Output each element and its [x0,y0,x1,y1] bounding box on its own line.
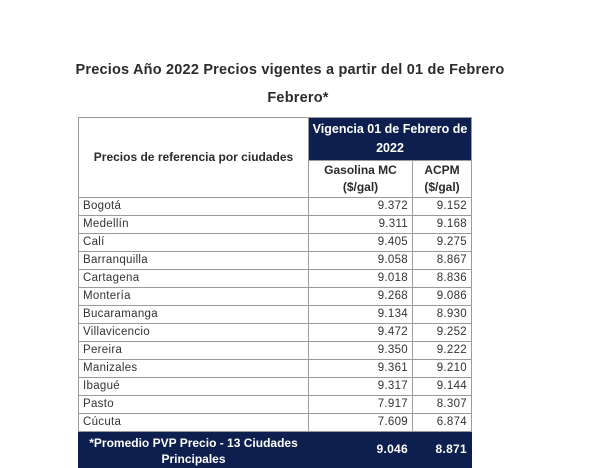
acpm-price-cell: 9.168 [412,215,472,234]
gas-price-cell: 9.311 [308,215,413,234]
gas-price-cell: 9.361 [308,359,413,378]
gas-price-cell: 9.472 [308,323,413,342]
table-row: Medellín 9.311 9.168 [78,215,472,234]
gas-price-cell: 9.350 [308,341,413,360]
gas-price-cell: 9.018 [308,269,413,288]
table-row: Pasto 7.917 8.307 [78,395,472,414]
acpm-price-cell: 9.252 [412,323,472,342]
table-row: Cartagena 9.018 8.836 [78,269,472,288]
average-acpm: 8.871 [412,431,472,468]
gas-price-cell: 9.058 [308,251,413,270]
table-row: Villavicencio 9.472 9.252 [78,323,472,342]
city-cell: Medellín [78,215,309,234]
city-cell: Pasto [78,395,309,414]
acpm-price-cell: 9.210 [412,359,472,378]
header-vigencia: Vigencia 01 de Febrero de 2022 [308,117,472,161]
page-title: Precios Año 2022 Precios vigentes a part… [75,62,505,78]
city-cell: Manizales [78,359,309,378]
table-row: Ibagué 9.317 9.144 [78,377,472,396]
acpm-price-cell: 8.836 [412,269,472,288]
average-row: *Promedio PVP Precio - 13 Ciudades Princ… [78,431,472,468]
city-cell: Barranquilla [78,251,309,270]
city-cell: Bogotá [78,197,309,216]
page-title-continuation: Febrero* [267,90,329,106]
table-row: Calí 9.405 9.275 [78,233,472,252]
acpm-price-cell: 8.307 [412,395,472,414]
city-cell: Montería [78,287,309,306]
city-cell: Villavicencio [78,323,309,342]
city-cell: Ibagué [78,377,309,396]
table-row: Bucaramanga 9.134 8.930 [78,305,472,324]
gas-price-cell: 9.372 [308,197,413,216]
city-cell: Calí [78,233,309,252]
table-row: Bogotá 9.372 9.152 [78,197,472,216]
city-cell: Pereira [78,341,309,360]
gas-price-cell: 9.405 [308,233,413,252]
acpm-price-cell: 9.152 [412,197,472,216]
average-gas: 9.046 [308,431,413,468]
header-city: Precios de referencia por ciudades [78,117,309,198]
header-acpm: ACPM ($/gal) [412,160,472,198]
city-cell: Bucaramanga [78,305,309,324]
average-label: *Promedio PVP Precio - 13 Ciudades Princ… [78,431,309,468]
gas-price-cell: 9.134 [308,305,413,324]
table-row: Pereira 9.350 9.222 [78,341,472,360]
acpm-price-cell: 9.144 [412,377,472,396]
gas-price-cell: 7.917 [308,395,413,414]
acpm-price-cell: 9.275 [412,233,472,252]
acpm-price-cell: 8.867 [412,251,472,270]
acpm-price-cell: 9.222 [412,341,472,360]
city-cell: Cartagena [78,269,309,288]
acpm-price-cell: 8.930 [412,305,472,324]
gas-price-cell: 9.317 [308,377,413,396]
table-row: Cúcuta 7.609 6.874 [78,413,472,432]
price-table: Precios de referencia por ciudades Vigen… [78,117,472,468]
acpm-price-cell: 6.874 [412,413,472,432]
acpm-price-cell: 9.086 [412,287,472,306]
table-row: Manizales 9.361 9.210 [78,359,472,378]
city-cell: Cúcuta [78,413,309,432]
gas-price-cell: 7.609 [308,413,413,432]
table-row: Montería 9.268 9.086 [78,287,472,306]
header-gasolina: Gasolina MC ($/gal) [308,160,413,198]
gas-price-cell: 9.268 [308,287,413,306]
table-row: Barranquilla 9.058 8.867 [78,251,472,270]
